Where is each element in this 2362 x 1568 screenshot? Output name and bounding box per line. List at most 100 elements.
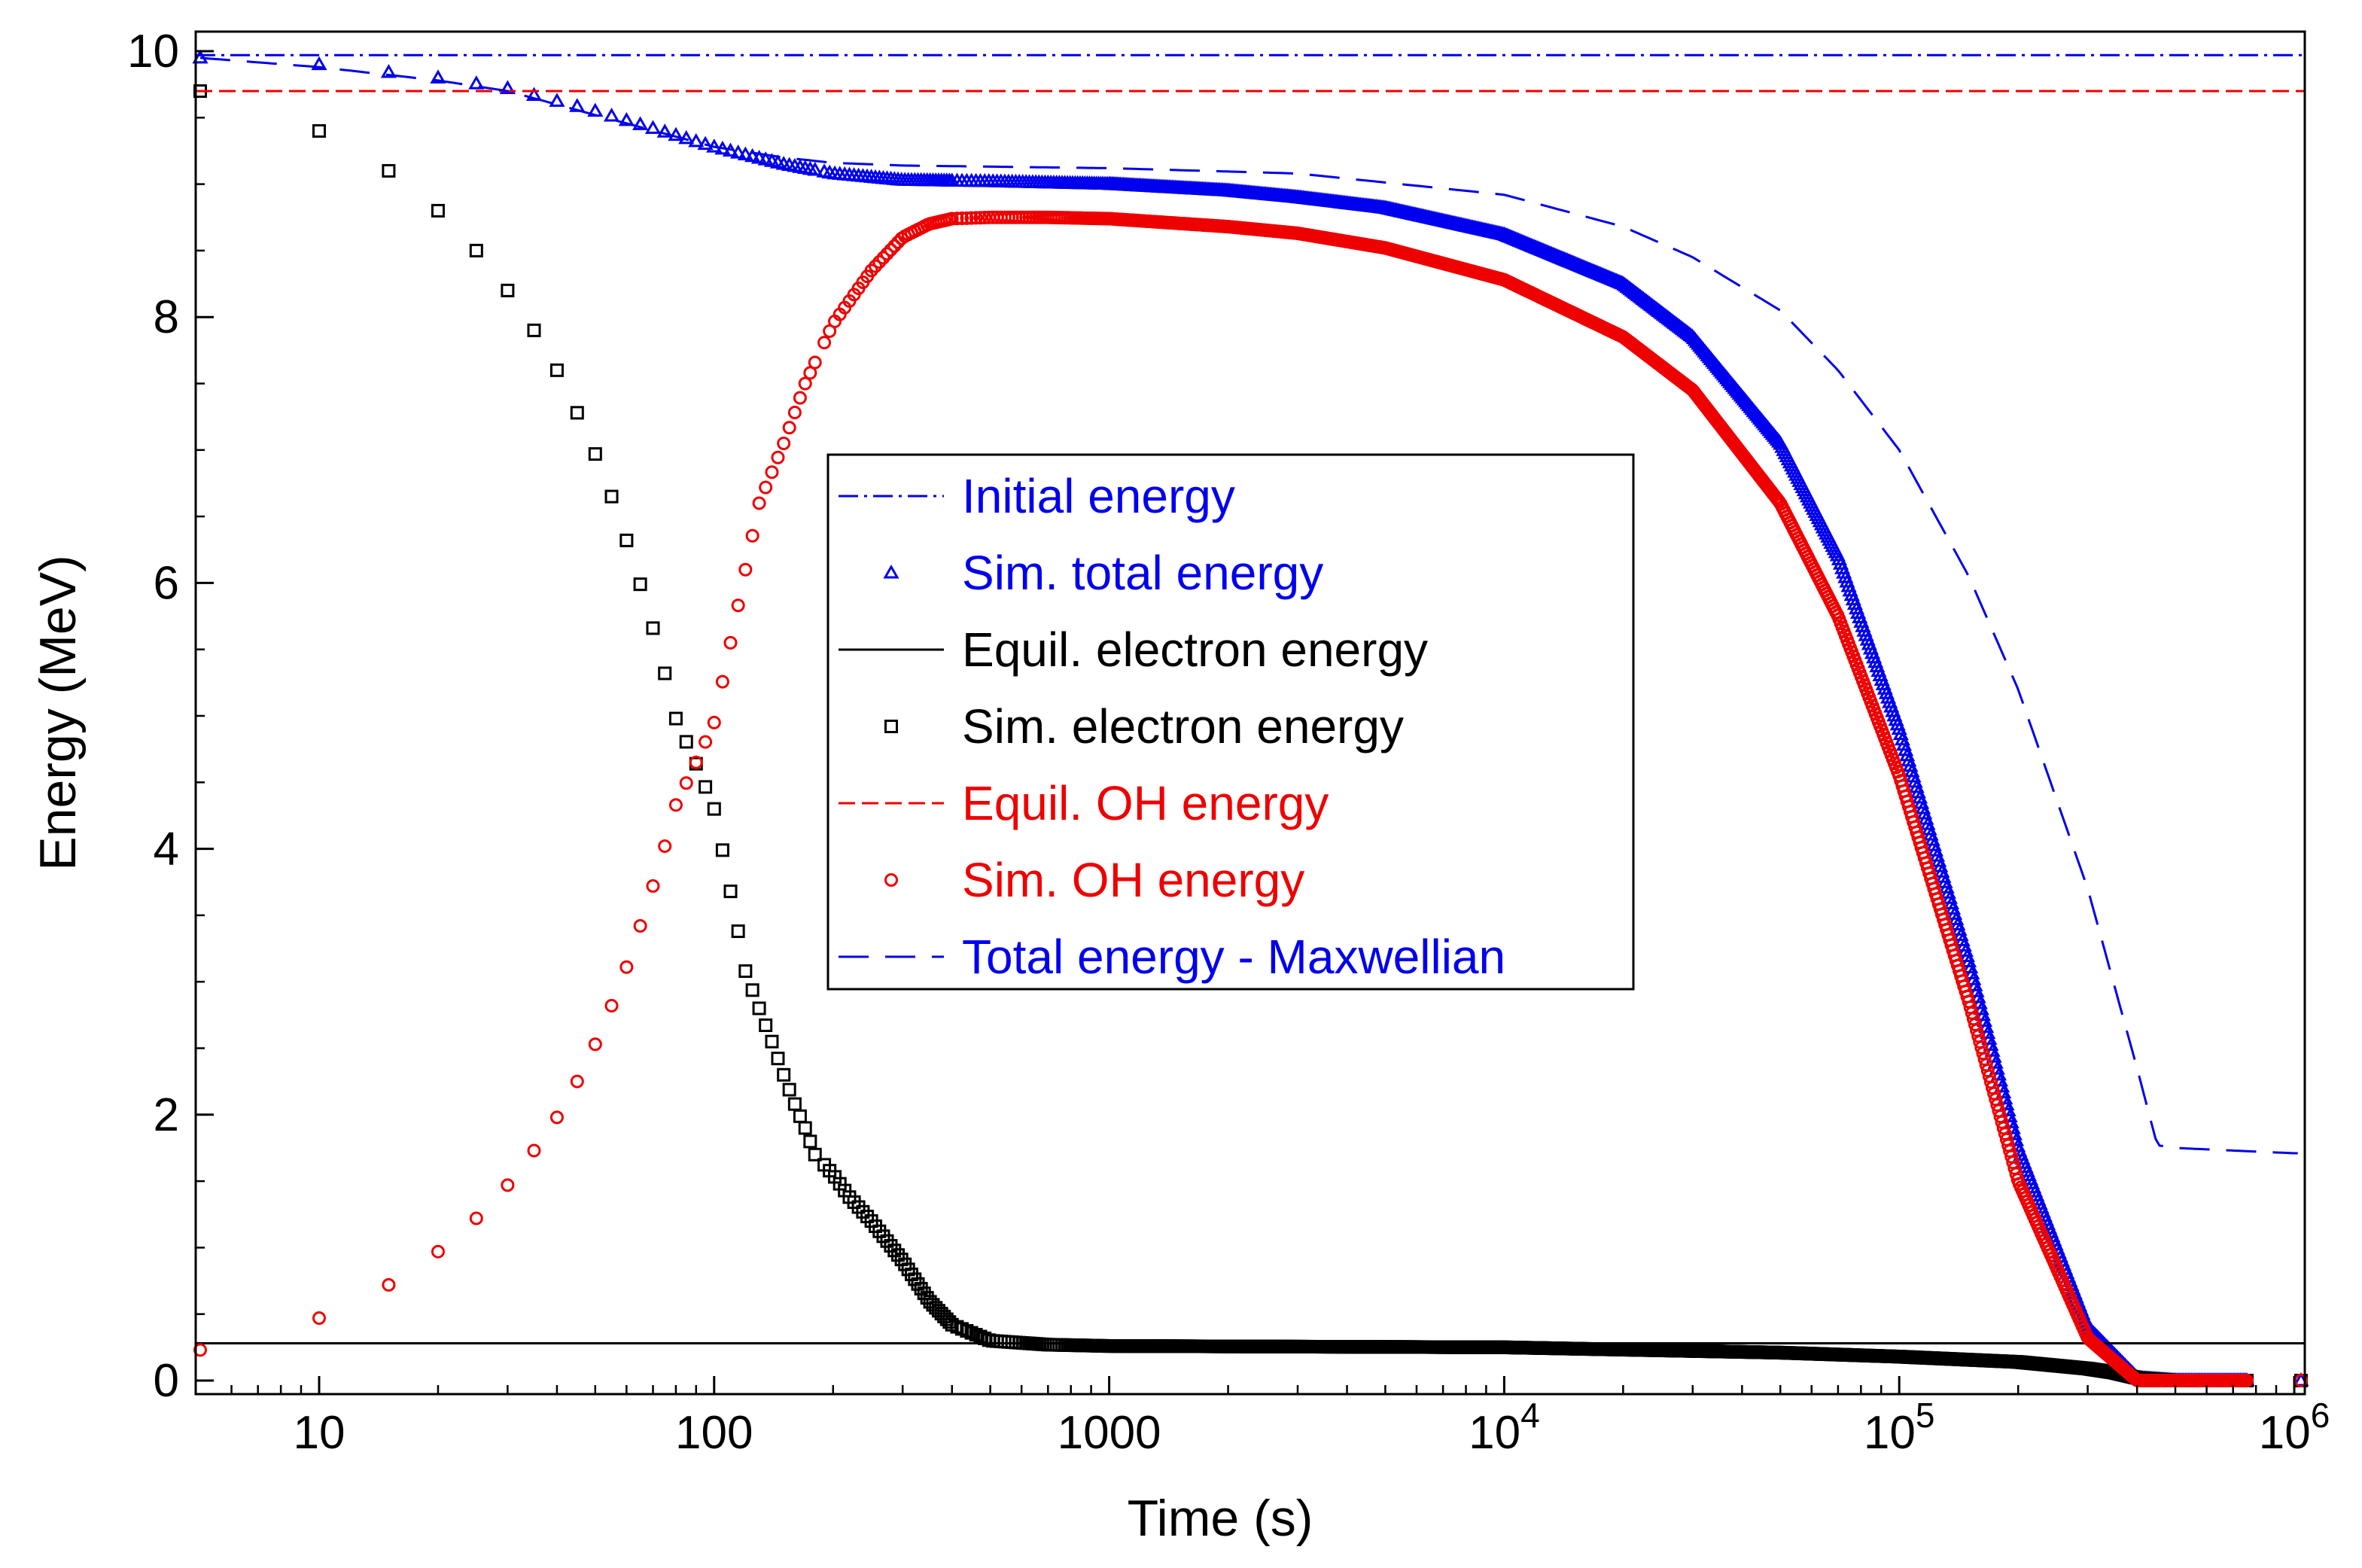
x-axis-label: Time (s) bbox=[1128, 1490, 1313, 1547]
point-simelec bbox=[527, 323, 541, 337]
point-simelec bbox=[994, 1334, 1008, 1348]
y-tick-label: 10 bbox=[127, 26, 179, 78]
point-simelec bbox=[731, 924, 745, 939]
point-simtotal bbox=[1934, 863, 1950, 878]
point-simoh bbox=[887, 239, 902, 253]
point-simoh bbox=[759, 480, 773, 495]
point-simoh bbox=[723, 635, 738, 650]
point-simtotal bbox=[1928, 848, 1946, 862]
point-simoh bbox=[469, 1211, 483, 1225]
point-simoh bbox=[431, 1244, 445, 1259]
point-simtotal bbox=[1910, 784, 1926, 799]
point-simelec bbox=[382, 163, 396, 178]
point-simtotal bbox=[1918, 810, 1934, 825]
point-simelec bbox=[798, 1121, 812, 1135]
point-simtotal bbox=[750, 149, 768, 164]
legend-item-totmax: Total energy - Maxwellian bbox=[839, 930, 1505, 984]
axes-layer: 10 100 1000 104 105 106 0 2 4 6 8 10 Time (s) Energy … bbox=[29, 26, 2330, 1547]
point-simelec bbox=[808, 1147, 822, 1162]
point-simtotal bbox=[1895, 736, 1913, 751]
point-simoh bbox=[955, 212, 969, 226]
point-simtotal bbox=[1911, 789, 1928, 804]
point-simelec bbox=[604, 489, 619, 504]
point-simelec bbox=[765, 1034, 779, 1049]
point-simtotal bbox=[1938, 879, 1955, 894]
point-simtotal bbox=[1959, 948, 1976, 963]
plot-frame bbox=[194, 30, 2306, 1396]
point-simtotal bbox=[1899, 747, 1916, 762]
point-simelec bbox=[619, 533, 634, 547]
point-simtotal bbox=[1954, 932, 1971, 946]
point-simoh bbox=[798, 376, 812, 391]
point-simtotal bbox=[525, 87, 543, 102]
point-simtotal bbox=[1916, 805, 1933, 820]
point-simtotal bbox=[1898, 741, 1914, 757]
point-simoh bbox=[777, 436, 791, 450]
point-simelec bbox=[431, 203, 445, 218]
point-simtotal bbox=[1935, 869, 1952, 883]
point-simoh bbox=[738, 562, 753, 577]
point-simtotal bbox=[744, 148, 761, 163]
point-simoh bbox=[960, 211, 974, 225]
point-simelec bbox=[771, 1052, 785, 1066]
y-tick-label: 6 bbox=[154, 557, 179, 609]
point-simtotal bbox=[1950, 916, 1966, 930]
y-axis-label: Energy (MeV) bbox=[29, 555, 87, 870]
legend: Initial energy Sim. total energy Equil. el… bbox=[826, 453, 1635, 991]
legend-label-equiloh: Equil. OH energy bbox=[962, 776, 1329, 830]
point-simelec bbox=[312, 123, 326, 138]
y-tick-label: 2 bbox=[154, 1089, 179, 1141]
legend-item-simtotal: Sim. total energy bbox=[883, 546, 1323, 600]
point-simoh bbox=[880, 247, 894, 261]
point-simtotal bbox=[549, 93, 565, 107]
point-simtotal bbox=[1940, 884, 1956, 899]
point-simelec bbox=[782, 1082, 796, 1097]
point-simoh bbox=[633, 919, 647, 933]
point-simtotal bbox=[656, 123, 673, 138]
point-simtotal bbox=[1931, 853, 1947, 867]
x-tick-label: 104 bbox=[1469, 1396, 1540, 1459]
y-tick-label: 0 bbox=[154, 1355, 179, 1407]
point-simelec bbox=[658, 666, 672, 680]
point-simoh bbox=[715, 674, 729, 689]
point-simoh bbox=[787, 405, 802, 419]
point-simoh bbox=[731, 598, 745, 613]
point-simtotal bbox=[1932, 858, 1949, 872]
point-simtotal bbox=[1905, 768, 1922, 783]
point-simoh bbox=[876, 251, 890, 265]
point-simoh bbox=[668, 798, 683, 812]
legend-label-simtotal: Sim. total energy bbox=[962, 546, 1323, 600]
legend-label-simoh: Sim. OH energy bbox=[962, 853, 1304, 907]
point-simoh bbox=[765, 465, 779, 480]
legend-item-equiloh: Equil. OH energy bbox=[839, 776, 1329, 830]
point-simtotal bbox=[618, 111, 635, 126]
point-simoh bbox=[884, 242, 898, 257]
legend-marker-simtotal bbox=[883, 564, 899, 579]
point-simtotal bbox=[1915, 799, 1931, 814]
point-simoh bbox=[382, 1277, 396, 1292]
point-simoh bbox=[604, 998, 619, 1012]
point-simtotal bbox=[668, 126, 684, 142]
point-simtotal bbox=[499, 80, 516, 94]
point-simelec bbox=[633, 577, 647, 592]
series-simoh bbox=[193, 210, 2308, 1387]
legend-item-simoh: Sim. OH energy bbox=[884, 853, 1304, 907]
data-layer bbox=[192, 49, 2309, 1387]
point-simtotal bbox=[1927, 842, 1944, 857]
x-tick-label: 105 bbox=[1864, 1396, 1935, 1459]
point-simtotal bbox=[430, 69, 446, 84]
point-simoh bbox=[964, 211, 979, 225]
point-simtotal bbox=[688, 132, 705, 148]
legend-label-equilelec: Equil. electron energy bbox=[962, 623, 1428, 677]
y-tick-label: 4 bbox=[154, 824, 179, 875]
point-simtotal bbox=[1922, 827, 1939, 841]
point-simtotal bbox=[1937, 874, 1953, 888]
legend-box bbox=[826, 453, 1635, 991]
point-simelec bbox=[745, 983, 759, 997]
point-simelec bbox=[752, 1001, 766, 1015]
point-simoh bbox=[588, 1037, 602, 1052]
x-tick-label: 100 bbox=[675, 1407, 753, 1459]
point-simoh bbox=[570, 1074, 584, 1088]
